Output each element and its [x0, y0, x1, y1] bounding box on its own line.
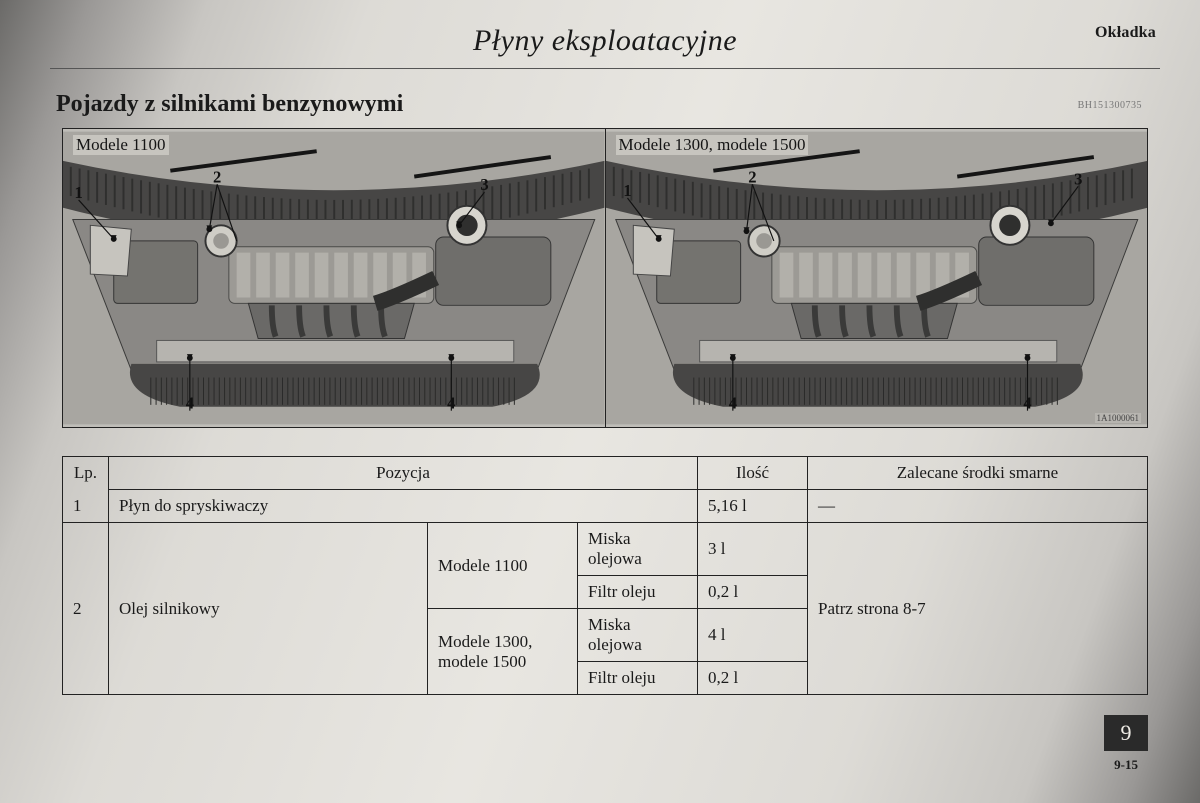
engine-svg-left: 1 2 3 4 4	[63, 129, 605, 427]
cell-miska-1: Miska olejowa	[578, 523, 698, 576]
svg-text:2: 2	[213, 167, 221, 186]
cell-filtr-1: Filtr oleju	[578, 576, 698, 609]
svg-text:3: 3	[1074, 169, 1082, 188]
th-position: Pozycja	[109, 457, 698, 490]
cell-model-1300: Modele 1300, modele 1500	[428, 609, 578, 695]
small-ref-code: BH151300735	[1078, 100, 1142, 111]
engine-image-left: Modele 1100 1 2 3 4 4	[63, 129, 605, 427]
page: Okładka Płyny eksploatacyjne Pojazdy z s…	[40, 18, 1170, 785]
svg-text:1: 1	[623, 181, 631, 200]
cell-qty-m1-filtr: 0,2 l	[698, 576, 808, 609]
svg-text:1: 1	[74, 183, 82, 202]
engine-images: Modele 1100 1 2 3 4 4 Modele 1300, modele 15…	[62, 128, 1148, 428]
cell-rec-1: —	[808, 490, 1148, 523]
cell-filtr-2: Filtr oleju	[578, 662, 698, 695]
cell-qty-m1-misk: 3 l	[698, 523, 808, 576]
svg-text:4: 4	[186, 394, 194, 413]
cell-miska-2: Miska olejowa	[578, 609, 698, 662]
image-code: 1A1000061	[1095, 413, 1142, 423]
chapter-title: Płyny eksploatacyjne	[40, 24, 1170, 58]
th-rec: Zalecane środki smarne	[808, 457, 1148, 490]
cell-qty-m2-misk: 4 l	[698, 609, 808, 662]
engine-label-right: Modele 1300, modele 1500	[616, 135, 809, 155]
table-head-row: Lp. Pozycja Ilość Zalecane środki smarne	[63, 457, 1148, 490]
model-1300-l2: modele 1500	[438, 652, 526, 671]
cell-rec-2: Patrz strona 8-7	[808, 523, 1148, 695]
title-rule	[50, 68, 1160, 69]
model-1300-l1: Modele 1300,	[438, 632, 532, 651]
th-lp: Lp.	[63, 457, 109, 490]
cell-pos-2: Olej silnikowy	[109, 523, 428, 695]
spec-table: Lp. Pozycja Ilość Zalecane środki smarne…	[62, 456, 1148, 695]
cell-pos-1: Płyn do spryskiwaczy	[109, 490, 698, 523]
table-row: 1 Płyn do spryskiwaczy 5,16 l —	[63, 490, 1148, 523]
svg-text:4: 4	[447, 394, 455, 413]
table-row: 2 Olej silnikowy Modele 1100 Miska olejo…	[63, 523, 1148, 576]
engine-svg-right: 1 2 3 4 4	[606, 129, 1148, 427]
cover-label: Okładka	[1095, 24, 1156, 42]
svg-text:3: 3	[480, 175, 488, 194]
svg-text:4: 4	[728, 394, 736, 413]
engine-image-right: Modele 1300, modele 1500 1 2 3 4 4 1A1000061	[605, 129, 1148, 427]
section-title: Pojazdy z silnikami benzynowymi	[56, 91, 1170, 118]
cell-model-1100: Modele 1100	[428, 523, 578, 609]
svg-text:4: 4	[1023, 394, 1031, 413]
cell-lp-1: 1	[63, 490, 109, 523]
engine-label-left: Modele 1100	[73, 135, 169, 155]
cell-qty-1: 5,16 l	[698, 490, 808, 523]
cell-qty-m2-filtr: 0,2 l	[698, 662, 808, 695]
page-number: 9-15	[1114, 757, 1138, 773]
th-qty: Ilość	[698, 457, 808, 490]
cell-lp-2: 2	[63, 523, 109, 695]
svg-text:2: 2	[748, 167, 756, 186]
chapter-tab: 9	[1104, 715, 1148, 751]
